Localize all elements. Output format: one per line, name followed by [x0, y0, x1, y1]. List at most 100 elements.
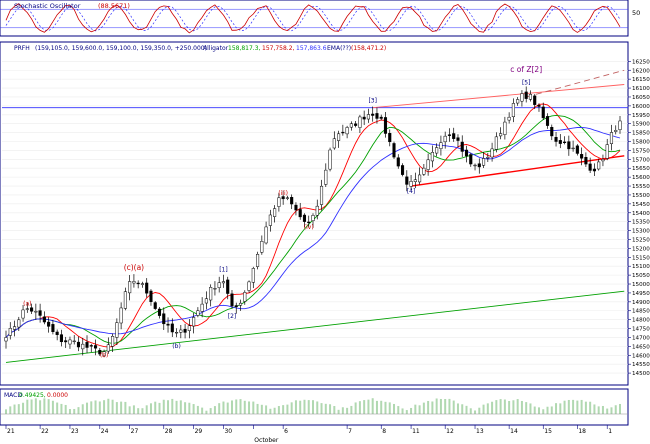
macd-bar	[469, 408, 472, 414]
moving-average-line	[5, 127, 621, 338]
x-tick-label: 27	[131, 428, 139, 435]
candle-body	[85, 342, 89, 348]
trendline	[372, 84, 625, 109]
candle-body	[302, 214, 307, 222]
wave-label: [3]	[368, 97, 377, 104]
candle-body	[230, 293, 234, 307]
candle-body	[524, 91, 528, 99]
y-tick-label: 16200	[632, 68, 650, 74]
candle-body	[153, 302, 157, 309]
macd-bar	[235, 399, 238, 414]
candle-body	[209, 287, 213, 301]
candle-body	[34, 310, 38, 313]
macd-bar	[435, 398, 438, 414]
macd-bar	[619, 403, 621, 414]
macd-bar	[555, 403, 558, 414]
macd-bar	[452, 400, 455, 414]
wave-label: [2]	[228, 313, 237, 320]
macd-bar	[525, 402, 528, 414]
macd-bar	[320, 403, 323, 414]
candle-body	[558, 140, 562, 144]
wave-label: (a)	[23, 300, 31, 307]
x-tick-label: 13	[476, 428, 484, 435]
price-legend-ohlc: (159,105.0, 159,600.0, 159,100.0, 159,35…	[35, 45, 207, 52]
macd-bar	[171, 398, 174, 414]
candle-body	[341, 131, 345, 134]
oscillator-layer	[0, 3, 628, 34]
y-tick-label: 15750	[632, 148, 650, 154]
y-tick-label: 14850	[632, 309, 650, 315]
candle-body	[550, 127, 554, 137]
macd-bar	[367, 399, 370, 414]
candle-body	[149, 290, 153, 302]
candle-body	[226, 279, 230, 294]
wave-label: [4]	[407, 188, 416, 195]
macd-bar	[491, 401, 494, 414]
macd-bar	[516, 399, 519, 414]
candle-body	[238, 302, 243, 306]
candle-body	[490, 148, 494, 158]
candle-body	[328, 149, 332, 170]
candle-body	[563, 141, 567, 143]
macd-bar	[341, 407, 344, 414]
macd-bar	[337, 409, 340, 414]
candle-body	[418, 174, 422, 183]
wave-label-layer: (a) (b) (c)(a) (b) [1] [2] (iii) (iv) [3] [4] [5] c…	[23, 65, 542, 359]
macd-bar	[350, 405, 353, 414]
candle-body	[59, 334, 63, 343]
candle-body	[588, 163, 592, 171]
x-tick-label: 11	[412, 428, 420, 435]
wave-label: [1]	[219, 267, 228, 274]
osc-signal-line	[5, 5, 621, 32]
macd-bar	[393, 403, 396, 414]
candle-body	[575, 145, 579, 154]
x-tick-label: 24	[101, 428, 109, 435]
macd-bar	[158, 402, 161, 414]
macd-bar	[520, 400, 523, 414]
macd-bar	[610, 407, 613, 414]
candle-body	[285, 197, 289, 199]
macd-bar	[273, 407, 276, 414]
macd-bar	[482, 404, 485, 414]
x-tick-label: 23	[71, 428, 79, 435]
macd-bar	[26, 399, 29, 414]
candle-body	[196, 310, 200, 316]
y-tick-label: 15200	[632, 246, 650, 252]
price-legend-ma1-name: Alligator	[203, 45, 229, 52]
candle-body	[162, 313, 166, 325]
macd-bar	[98, 401, 101, 414]
candle-body	[388, 133, 392, 143]
candle-body	[76, 341, 81, 348]
macd-bar	[312, 400, 314, 414]
candle-body	[324, 169, 328, 185]
macd-bar	[559, 403, 562, 414]
macd-bar	[601, 405, 604, 414]
candle-body	[460, 141, 464, 152]
candle-body	[511, 103, 515, 118]
macd-bar	[580, 399, 583, 414]
candle-body	[315, 205, 319, 216]
macd-bar	[213, 406, 216, 414]
macd-bar	[128, 406, 131, 414]
macd-bar	[243, 400, 246, 414]
candle-body	[396, 157, 400, 167]
candle-body	[132, 281, 136, 284]
macd-label: MACD	[4, 392, 22, 399]
macd-bar	[196, 405, 199, 414]
candle-body	[64, 340, 68, 343]
macd-bar	[252, 401, 255, 414]
x-tick-label: 6	[284, 428, 288, 435]
wave-label: [5]	[522, 80, 531, 87]
y-tick-label: 15250	[632, 237, 650, 243]
macd-bar	[239, 399, 242, 414]
macd-bar	[461, 404, 464, 414]
candle-body	[98, 349, 102, 355]
macd-bar	[64, 404, 67, 414]
price-legend-ma4-value: (158,471.2)	[351, 45, 386, 52]
trendline	[526, 69, 625, 98]
macd-bar	[495, 400, 498, 414]
macd-bar	[77, 407, 80, 414]
candle-body	[251, 268, 255, 283]
macd-bar	[115, 402, 118, 414]
